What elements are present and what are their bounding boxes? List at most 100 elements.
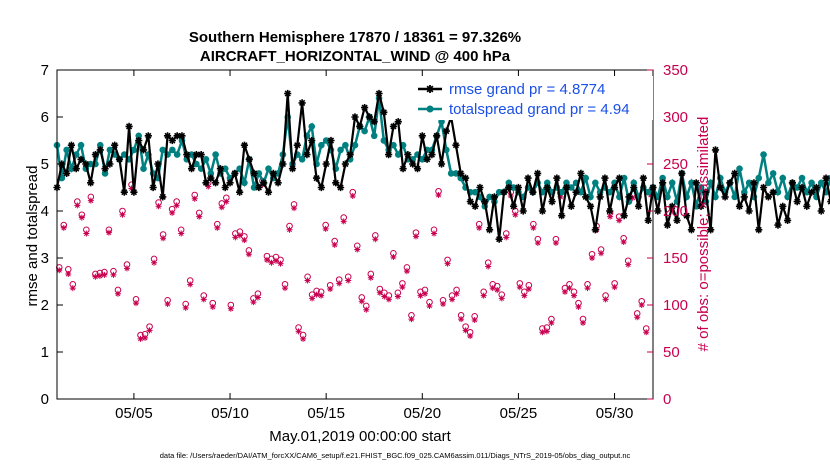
y-tick-label: 7 <box>41 62 49 79</box>
obs-assimilated-marker <box>83 230 90 237</box>
rmse-point <box>601 174 609 182</box>
rmse-point <box>216 165 225 173</box>
obs-assimilated-marker <box>300 335 307 342</box>
obs-assimilated-marker <box>254 294 261 301</box>
rmse-point <box>514 183 523 192</box>
obs-assimilated-marker <box>403 268 410 275</box>
totalspread-point <box>803 188 811 196</box>
obs-assimilated-marker <box>268 259 275 266</box>
obs-assimilated-marker <box>69 285 76 292</box>
rmse-point <box>356 122 364 130</box>
obs-assimilated-marker <box>394 293 401 300</box>
obs-assimilated-marker <box>318 292 325 299</box>
rmse-point <box>572 188 580 196</box>
obs-assimilated-marker <box>634 314 641 321</box>
totalspread-point <box>202 156 210 163</box>
obs-assimilated-marker <box>78 214 85 221</box>
rmse-point <box>678 169 686 177</box>
rmse-point <box>721 193 729 201</box>
obs-assimilated-marker <box>381 293 388 300</box>
rmse-point <box>212 179 220 187</box>
obs-assimilated-marker <box>349 192 356 199</box>
y-right-tick-label: 0 <box>663 391 671 408</box>
rmse-point <box>332 179 340 187</box>
rmse-point <box>769 188 777 196</box>
rmse-point <box>144 132 152 140</box>
rmse-point <box>534 169 542 177</box>
totalspread-point <box>486 193 493 201</box>
obs-assimilated-marker <box>282 285 289 292</box>
rmse-point <box>586 202 595 210</box>
obs-assimilated-marker <box>557 193 564 200</box>
rmse-point <box>423 155 431 163</box>
rmse-point <box>625 193 633 201</box>
totalspread-point <box>736 165 743 172</box>
rmse-point <box>553 174 561 182</box>
rmse-point <box>72 165 80 173</box>
obs-assimilated-marker <box>101 271 108 278</box>
obs-assimilated-marker <box>245 251 252 258</box>
obs-assimilated-marker <box>647 192 654 199</box>
obs-assimilated-marker <box>471 317 478 324</box>
rmse-point <box>476 183 484 192</box>
rmse-point <box>745 207 753 215</box>
rmse-point <box>817 207 825 215</box>
totalspread-point <box>207 170 215 177</box>
y-right-tick-label: 250 <box>663 156 688 173</box>
rmse-point <box>481 198 489 206</box>
obs-assimilated-marker <box>286 226 293 233</box>
data-file-footer: data file: /Users/raeder/DAI/ATM_forcXX/… <box>160 451 631 460</box>
rmse-point <box>471 202 479 210</box>
rmse-point <box>495 235 503 243</box>
rmse-point <box>168 136 176 145</box>
totalspread-point <box>741 188 748 196</box>
obs-assimilated-marker <box>87 197 94 204</box>
obs-assimilated-marker <box>313 291 320 298</box>
rmse-point <box>774 221 782 229</box>
obs-assimilated-marker <box>390 254 397 261</box>
rmse-point <box>442 127 450 135</box>
totalspread-point <box>135 132 143 140</box>
rmse-point <box>711 146 720 154</box>
rmse-point <box>519 207 527 215</box>
rmse-point <box>240 141 249 149</box>
rmse-point <box>87 179 95 187</box>
rmse-point <box>255 183 263 192</box>
obs-assimilated-marker <box>151 259 158 266</box>
obs-assimilated-marker <box>602 296 609 303</box>
obs-assimilated-marker <box>164 301 171 308</box>
obs-assimilated-marker <box>96 272 103 279</box>
totalspread-point <box>592 179 599 187</box>
obs-assimilated-marker <box>625 261 632 268</box>
rmse-point <box>312 174 321 182</box>
legend-rmse-star-icon <box>426 85 434 93</box>
rmse-point <box>466 198 474 206</box>
plot-frame <box>56 69 654 400</box>
chart-title-line2: AIRCRAFT_HORIZONTAL_WIND @ 400 hPa <box>200 48 511 65</box>
totalspread-point <box>447 170 455 177</box>
rmse-point <box>461 174 470 182</box>
rmse-point <box>111 141 119 149</box>
totalspread-point <box>342 141 349 149</box>
obs-assimilated-marker <box>525 286 532 293</box>
obs-assimilated-marker <box>570 292 577 299</box>
obs-assimilated-marker <box>539 329 546 336</box>
rmse-point <box>543 183 551 192</box>
rmse-point <box>389 122 398 130</box>
rmse-point <box>341 160 349 168</box>
rmse-point <box>284 89 292 98</box>
rmse-point <box>279 160 287 168</box>
obs-assimilated-marker <box>444 260 451 267</box>
rmse-point <box>615 174 623 182</box>
obs-assimilated-marker <box>336 280 343 287</box>
rmse-point <box>399 165 407 173</box>
rmse-point <box>63 169 71 177</box>
rmse-point <box>707 226 715 234</box>
rmse-point <box>207 174 215 182</box>
obs-assimilated-marker <box>435 192 442 199</box>
obs-assimilated-marker <box>453 290 460 297</box>
obs-assimilated-marker <box>512 211 519 218</box>
obs-assimilated-marker <box>173 202 180 209</box>
obs-assimilated-marker <box>200 296 207 303</box>
